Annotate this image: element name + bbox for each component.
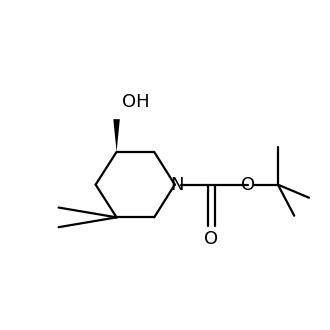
Text: O: O	[204, 230, 218, 248]
Text: OH: OH	[122, 93, 149, 111]
Polygon shape	[113, 119, 120, 152]
Text: N: N	[171, 176, 184, 194]
Text: O: O	[241, 176, 255, 194]
